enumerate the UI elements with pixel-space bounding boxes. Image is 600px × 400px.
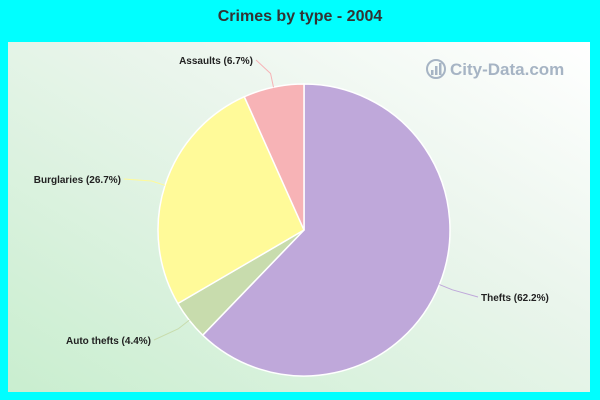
slice-label: Burglaries (26.7%) bbox=[34, 175, 121, 186]
watermark: City-Data.com bbox=[426, 59, 564, 79]
pie-slices bbox=[157, 83, 451, 377]
leader-lines bbox=[123, 59, 479, 341]
pie-slice bbox=[157, 95, 305, 305]
slice-labels: Thefts (62.2%) Auto thefts (4.4%) Burglari… bbox=[34, 56, 549, 347]
slice-label: Auto thefts (4.4%) bbox=[66, 336, 151, 347]
slice-label: Assaults (6.7%) bbox=[179, 56, 253, 67]
leader-line bbox=[153, 319, 190, 341]
bar-chart-icon bbox=[426, 59, 446, 79]
watermark-text: City-Data.com bbox=[450, 60, 564, 79]
pie-slice bbox=[201, 83, 451, 377]
slice-label: Thefts (62.2%) bbox=[481, 293, 549, 304]
leader-line bbox=[123, 178, 166, 186]
chart-title: Crimes by type - 2004 bbox=[217, 8, 383, 25]
leader-line bbox=[439, 284, 479, 298]
pie-slice bbox=[243, 83, 305, 231]
leader-line bbox=[255, 59, 274, 88]
